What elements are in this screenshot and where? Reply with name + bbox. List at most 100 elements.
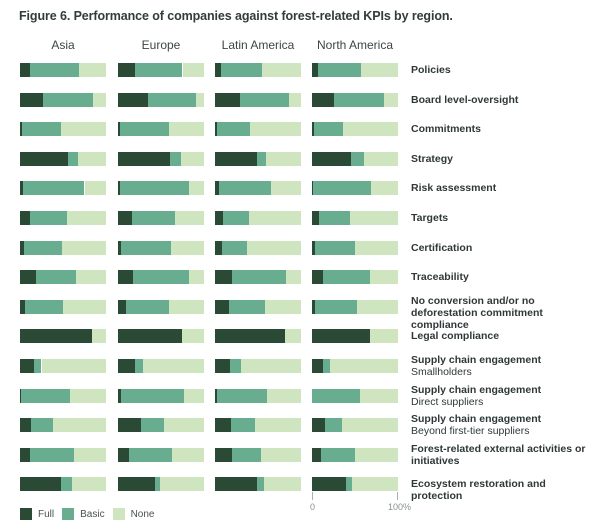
bar-segment-full bbox=[215, 181, 220, 195]
bar-segment-none bbox=[342, 122, 398, 136]
bar-segment-full bbox=[215, 329, 285, 343]
kpi-label-title: Commitments bbox=[411, 123, 482, 135]
bar-segment-basic bbox=[219, 181, 271, 195]
bar-segment-none bbox=[255, 418, 301, 432]
bar-segment-full bbox=[312, 122, 314, 136]
bar-segment-none bbox=[71, 477, 106, 491]
bar-segment-basic bbox=[230, 359, 241, 373]
bar-segment-none bbox=[93, 93, 106, 107]
region-header: North America bbox=[316, 38, 394, 52]
x-tick-label: 0 bbox=[310, 502, 316, 512]
bar-segment-full bbox=[118, 270, 134, 284]
kpi-label-subtitle: Smallholders bbox=[411, 366, 472, 378]
bar-segment-full bbox=[215, 241, 222, 255]
kpi-label: Strategy bbox=[411, 153, 596, 165]
kpi-label: Certification bbox=[411, 242, 596, 254]
bar-segment-none bbox=[84, 181, 106, 195]
bar-segment-none bbox=[69, 389, 106, 403]
bar-segment-none bbox=[355, 241, 398, 255]
bar-segment-full bbox=[312, 418, 325, 432]
bar-segment-full bbox=[20, 418, 32, 432]
bar-segment-none bbox=[164, 418, 204, 432]
kpi-label: Supply chain engagement Smallholders bbox=[411, 354, 596, 378]
bar-segment-none bbox=[264, 300, 301, 314]
bar-segment-basic bbox=[121, 241, 172, 255]
kpi-label-title: Ecosystem restoration and protection bbox=[411, 478, 546, 502]
kpi-label: Traceability bbox=[411, 271, 596, 283]
kpi-label-title: No conversion and/or no deforestation co… bbox=[411, 295, 543, 331]
bar-segment-full bbox=[20, 477, 62, 491]
bar-segment-full bbox=[118, 389, 121, 403]
kpi-label: Board level-oversight bbox=[411, 94, 596, 106]
bar-segment-basic bbox=[231, 418, 256, 432]
bar-segment-full bbox=[215, 152, 258, 166]
bar-segment-basic bbox=[350, 152, 365, 166]
kpi-label-subtitle: Beyond first-tier suppliers bbox=[411, 425, 530, 437]
bar-segment-none bbox=[63, 300, 106, 314]
region-header: Europe bbox=[141, 38, 181, 52]
bar-segment-full bbox=[118, 93, 149, 107]
bar-segment-none bbox=[77, 152, 106, 166]
bar-segment-none bbox=[267, 389, 301, 403]
legend: Full Basic None bbox=[20, 508, 154, 520]
bar-segment-none bbox=[74, 448, 106, 462]
bar-segment-none bbox=[364, 152, 398, 166]
bar-segment-full bbox=[118, 241, 122, 255]
bar-segment-none bbox=[61, 122, 106, 136]
bar-segment-full bbox=[20, 152, 69, 166]
bar-segment-none bbox=[160, 477, 204, 491]
bar-segment-basic bbox=[68, 152, 78, 166]
bar-segment-full bbox=[312, 300, 316, 314]
bar-segment-full bbox=[312, 359, 324, 373]
bar-segment-full bbox=[20, 300, 26, 314]
kpi-label-title: Certification bbox=[411, 242, 473, 254]
bar-segment-basic bbox=[31, 418, 53, 432]
bar-segment-basic bbox=[228, 300, 265, 314]
bar-segment-basic bbox=[345, 477, 353, 491]
bar-segment-basic bbox=[257, 152, 266, 166]
kpi-label: Supply chain engagement Direct suppliers bbox=[411, 384, 596, 408]
bar-segment-basic bbox=[232, 448, 261, 462]
bar-segment-basic bbox=[24, 241, 63, 255]
bar-segment-full bbox=[20, 211, 31, 225]
bar-segment-full bbox=[312, 211, 319, 225]
bar-segment-full bbox=[312, 270, 324, 284]
bar-segment-none bbox=[188, 181, 204, 195]
bar-segment-none bbox=[349, 211, 398, 225]
legend-label: Basic bbox=[80, 508, 105, 520]
bar-segment-none bbox=[384, 93, 398, 107]
kpi-label-title: Forest-related external activities or in… bbox=[411, 443, 586, 467]
bar-segment-basic bbox=[61, 477, 72, 491]
bar-segment-full bbox=[118, 359, 136, 373]
kpi-label-title: Strategy bbox=[411, 153, 454, 165]
bar-segment-full bbox=[118, 181, 120, 195]
bar-segment-none bbox=[250, 122, 301, 136]
region-header: Asia bbox=[51, 38, 75, 52]
kpi-label: Ecosystem restoration and protection bbox=[411, 478, 596, 502]
bar-segment-full bbox=[20, 93, 44, 107]
axis-zero-tick bbox=[312, 492, 313, 500]
bar-segment-full bbox=[118, 152, 171, 166]
legend-swatch-basic bbox=[62, 508, 75, 520]
bar-segment-basic bbox=[216, 122, 251, 136]
bar-segment-basic bbox=[30, 211, 68, 225]
bar-segment-basic bbox=[313, 122, 343, 136]
bar-segment-none bbox=[369, 270, 398, 284]
bar-segment-full bbox=[312, 329, 371, 343]
bar-segment-none bbox=[52, 418, 106, 432]
bar-segment-full bbox=[118, 477, 155, 491]
kpi-label: Forest-related external activities or in… bbox=[411, 443, 596, 467]
bar-segment-basic bbox=[120, 389, 185, 403]
bar-segment-none bbox=[182, 63, 204, 77]
bar-segment-basic bbox=[22, 181, 85, 195]
bar-segment-none bbox=[264, 477, 301, 491]
bar-segment-none bbox=[356, 300, 398, 314]
bar-segment-none bbox=[75, 270, 106, 284]
bar-segment-basic bbox=[333, 93, 385, 107]
axis-hundred-tick bbox=[397, 492, 398, 500]
bar-segment-basic bbox=[315, 300, 357, 314]
bar-segment-full bbox=[118, 122, 120, 136]
bar-segment-basic bbox=[222, 211, 250, 225]
bar-segment-none bbox=[361, 63, 398, 77]
bar-segment-full bbox=[312, 181, 313, 195]
